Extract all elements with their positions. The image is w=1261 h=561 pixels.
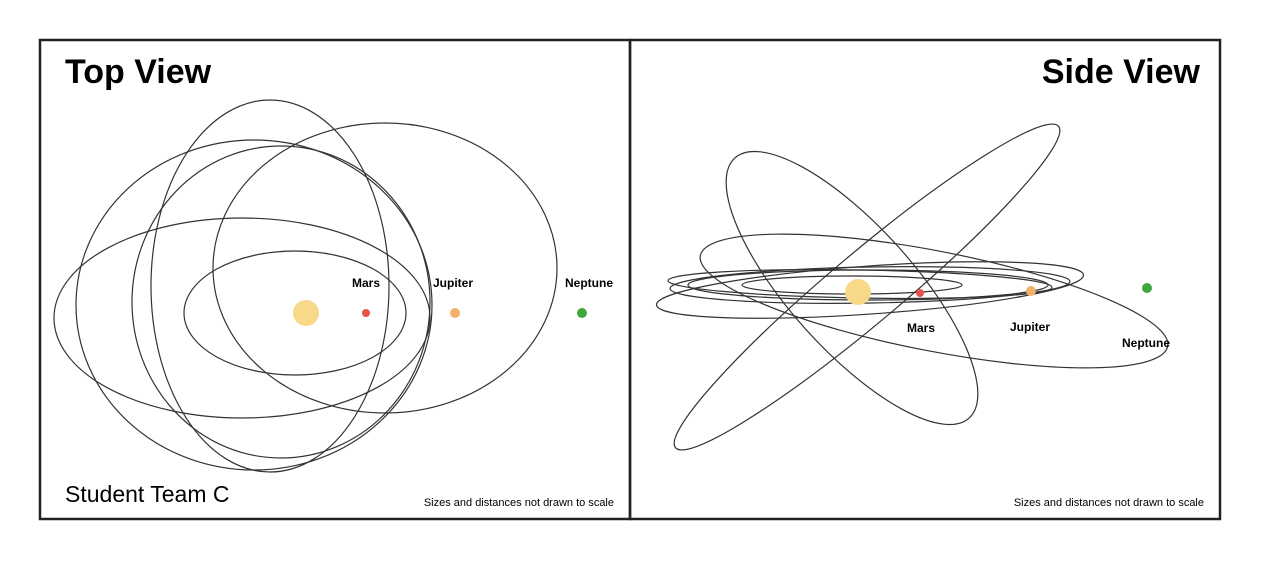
side-orbit-3 — [669, 266, 1071, 304]
top-sun — [293, 300, 319, 326]
top-scale-note: Sizes and distances not drawn to scale — [424, 497, 614, 509]
top-view-title: Top View — [65, 53, 212, 91]
top-planet-jupiter — [450, 308, 460, 318]
side-view-panel: Side View Mars Jupiter Neptune Sizes and… — [655, 53, 1204, 509]
side-view-title: Side View — [1042, 53, 1201, 91]
top-orbit-3 — [53, 217, 431, 419]
side-planet-mars — [916, 289, 924, 297]
side-label-jupiter: Jupiter — [1010, 320, 1050, 334]
top-orbit-6 — [150, 99, 390, 473]
top-orbit-2 — [212, 122, 558, 414]
side-planet-neptune — [1142, 283, 1152, 293]
team-label: Student Team C — [65, 481, 230, 507]
side-scale-note: Sizes and distances not drawn to scale — [1014, 497, 1204, 509]
side-label-neptune: Neptune — [1122, 336, 1170, 350]
side-orbit-5 — [655, 261, 1085, 319]
top-planet-neptune — [577, 308, 587, 318]
top-view-panel: Top View Mars Jupiter Neptune Student Te… — [53, 53, 614, 509]
side-sun — [845, 279, 871, 305]
top-planet-mars — [362, 309, 370, 317]
side-planet-jupiter — [1026, 286, 1036, 296]
side-orbit-6 — [699, 233, 1169, 369]
side-orbit-8 — [725, 150, 979, 426]
top-label-jupiter: Jupiter — [433, 276, 473, 290]
side-view-frame — [628, 38, 1222, 521]
top-orbit-1 — [183, 250, 407, 376]
top-label-mars: Mars — [352, 276, 380, 290]
top-orbit-5 — [131, 145, 431, 459]
side-orbit-7 — [673, 123, 1061, 451]
top-label-neptune: Neptune — [565, 276, 613, 290]
side-label-mars: Mars — [907, 321, 935, 335]
